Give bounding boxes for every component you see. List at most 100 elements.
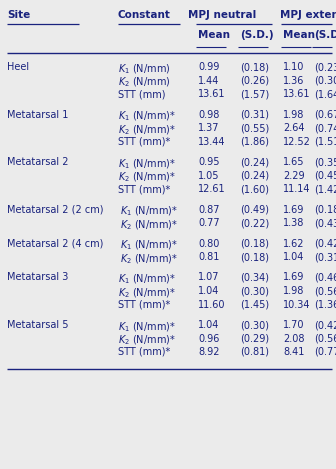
Text: 1.05: 1.05: [198, 171, 219, 181]
Text: (1.42): (1.42): [314, 184, 336, 194]
Text: (0.30): (0.30): [314, 76, 336, 85]
Text: (0.24): (0.24): [240, 171, 269, 181]
Text: (0.29): (0.29): [240, 333, 269, 343]
Text: (0.43): (0.43): [314, 218, 336, 228]
Text: 2.64: 2.64: [283, 123, 304, 133]
Text: 0.77: 0.77: [198, 218, 220, 228]
Text: $\it{K}_{2}$ (N/mm)*: $\it{K}_{2}$ (N/mm)*: [118, 171, 176, 184]
Text: (0.18): (0.18): [240, 239, 269, 249]
Text: STT (mm)*: STT (mm)*: [118, 136, 170, 146]
Text: (0.56): (0.56): [314, 333, 336, 343]
Text: $\it{K}_{2}$ (N/mm)*: $\it{K}_{2}$ (N/mm)*: [118, 123, 176, 136]
Text: $\it{K}_{1}$ (N/mm)*: $\it{K}_{1}$ (N/mm)*: [120, 204, 178, 218]
Text: (0.18): (0.18): [240, 62, 269, 72]
Text: (0.18): (0.18): [240, 252, 269, 262]
Text: (0.22): (0.22): [240, 218, 269, 228]
Text: (S.D.): (S.D.): [314, 30, 336, 40]
Text: $\it{K}_{2}$ (N/mm): $\it{K}_{2}$ (N/mm): [118, 76, 170, 89]
Text: $\it{K}_{1}$ (N/mm)*: $\it{K}_{1}$ (N/mm)*: [118, 272, 176, 286]
Text: (1.36): (1.36): [314, 300, 336, 310]
Text: 1.70: 1.70: [283, 320, 304, 330]
Text: (0.45): (0.45): [314, 171, 336, 181]
Text: (0.55): (0.55): [240, 123, 269, 133]
Text: (0.49): (0.49): [240, 204, 269, 214]
Text: 0.96: 0.96: [198, 333, 219, 343]
Text: 0.87: 0.87: [198, 204, 219, 214]
Text: (1.45): (1.45): [240, 300, 269, 310]
Text: (0.26): (0.26): [240, 76, 269, 85]
Text: (0.77): (0.77): [314, 347, 336, 357]
Text: 13.61: 13.61: [198, 89, 225, 99]
Text: MPJ extended: MPJ extended: [280, 10, 336, 20]
Text: 11.14: 11.14: [283, 184, 310, 194]
Text: (0.34): (0.34): [240, 272, 269, 282]
Text: 0.95: 0.95: [198, 157, 219, 167]
Text: 1.69: 1.69: [283, 204, 304, 214]
Text: $\it{K}_{2}$ (N/mm)*: $\it{K}_{2}$ (N/mm)*: [118, 333, 176, 347]
Text: (0.24): (0.24): [240, 157, 269, 167]
Text: Metatarsal 2: Metatarsal 2: [7, 157, 69, 167]
Text: 0.80: 0.80: [198, 239, 219, 249]
Text: $\it{K}_{2}$ (N/mm)*: $\it{K}_{2}$ (N/mm)*: [118, 286, 176, 300]
Text: (0.31): (0.31): [240, 109, 269, 120]
Text: STT (mm)*: STT (mm)*: [118, 300, 170, 310]
Text: $\it{K}_{1}$ (N/mm)*: $\it{K}_{1}$ (N/mm)*: [118, 320, 176, 333]
Text: 1.04: 1.04: [283, 252, 304, 262]
Text: 1.07: 1.07: [198, 272, 219, 282]
Text: (S.D.): (S.D.): [240, 30, 274, 40]
Text: STT (mm): STT (mm): [118, 89, 166, 99]
Text: Heel: Heel: [7, 62, 29, 72]
Text: 1.44: 1.44: [198, 76, 219, 85]
Text: 13.61: 13.61: [283, 89, 310, 99]
Text: (1.60): (1.60): [240, 184, 269, 194]
Text: (1.86): (1.86): [240, 136, 269, 146]
Text: Metatarsal 2 (4 cm): Metatarsal 2 (4 cm): [7, 239, 103, 249]
Text: 1.10: 1.10: [283, 62, 304, 72]
Text: 2.08: 2.08: [283, 333, 304, 343]
Text: (0.42): (0.42): [314, 239, 336, 249]
Text: 13.44: 13.44: [198, 136, 225, 146]
Text: $\it{K}_{1}$ (N/mm): $\it{K}_{1}$ (N/mm): [118, 62, 170, 76]
Text: $\it{K}_{1}$ (N/mm)*: $\it{K}_{1}$ (N/mm)*: [120, 239, 178, 252]
Text: $\it{K}_{1}$ (N/mm)*: $\it{K}_{1}$ (N/mm)*: [118, 157, 176, 171]
Text: (0.42): (0.42): [314, 320, 336, 330]
Text: $\it{K}_{2}$ (N/mm)*: $\it{K}_{2}$ (N/mm)*: [120, 252, 178, 265]
Text: Site: Site: [7, 10, 30, 20]
Text: (1.57): (1.57): [240, 89, 269, 99]
Text: $\it{K}_{1}$ (N/mm)*: $\it{K}_{1}$ (N/mm)*: [118, 109, 176, 123]
Text: 11.60: 11.60: [198, 300, 225, 310]
Text: (0.46): (0.46): [314, 272, 336, 282]
Text: (0.74): (0.74): [314, 123, 336, 133]
Text: 1.69: 1.69: [283, 272, 304, 282]
Text: 1.98: 1.98: [283, 286, 304, 296]
Text: Constant: Constant: [118, 10, 171, 20]
Text: MPJ neutral: MPJ neutral: [188, 10, 256, 20]
Text: 8.41: 8.41: [283, 347, 304, 357]
Text: 1.98: 1.98: [283, 109, 304, 120]
Text: (1.64): (1.64): [314, 89, 336, 99]
Text: Metatarsal 2 (2 cm): Metatarsal 2 (2 cm): [7, 204, 103, 214]
Text: Mean: Mean: [198, 30, 230, 40]
Text: (0.30): (0.30): [240, 320, 269, 330]
Text: Mean: Mean: [283, 30, 315, 40]
Text: Metatarsal 5: Metatarsal 5: [7, 320, 69, 330]
Text: (0.18): (0.18): [314, 204, 336, 214]
Text: 1.04: 1.04: [198, 286, 219, 296]
Text: 1.04: 1.04: [198, 320, 219, 330]
Text: 0.81: 0.81: [198, 252, 219, 262]
Text: STT (mm)*: STT (mm)*: [118, 347, 170, 357]
Text: 1.62: 1.62: [283, 239, 304, 249]
Text: 1.36: 1.36: [283, 76, 304, 85]
Text: (0.30): (0.30): [240, 286, 269, 296]
Text: 1.65: 1.65: [283, 157, 304, 167]
Text: 2.29: 2.29: [283, 171, 305, 181]
Text: Metatarsal 3: Metatarsal 3: [7, 272, 68, 282]
Text: 10.34: 10.34: [283, 300, 310, 310]
Text: 12.52: 12.52: [283, 136, 311, 146]
Text: (1.51): (1.51): [314, 136, 336, 146]
Text: 1.37: 1.37: [198, 123, 219, 133]
Text: $\it{K}_{2}$ (N/mm)*: $\it{K}_{2}$ (N/mm)*: [120, 218, 178, 232]
Text: (0.56): (0.56): [314, 286, 336, 296]
Text: (0.23): (0.23): [314, 62, 336, 72]
Text: 8.92: 8.92: [198, 347, 219, 357]
